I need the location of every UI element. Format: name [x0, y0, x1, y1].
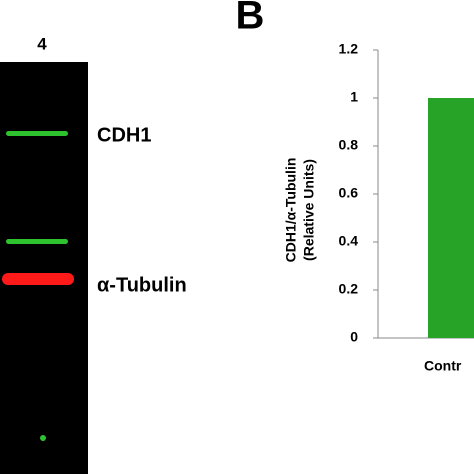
- x-tick-label: Contr: [424, 358, 462, 374]
- band-label: α-Tubulin: [97, 274, 187, 296]
- y-tick-label: 0.8: [339, 137, 359, 153]
- lane-label: 4: [37, 34, 47, 53]
- y-axis-title: CDH1/α-Tubulin: [283, 158, 299, 263]
- y-tick-label: 0.6: [339, 185, 359, 201]
- spot: [40, 435, 46, 441]
- blot: [0, 62, 88, 474]
- y-tick-label: 1.2: [339, 41, 359, 57]
- bar: [428, 98, 474, 338]
- y-tick-label: 1: [350, 89, 358, 105]
- panel-label: B: [236, 0, 265, 38]
- y-axis-title: (Relative Units): [301, 159, 317, 261]
- band: [6, 131, 68, 136]
- y-tick-label: 0.4: [339, 233, 359, 249]
- band: [6, 239, 68, 244]
- y-tick-label: 0.2: [339, 281, 359, 297]
- band-label: CDH1: [97, 124, 151, 146]
- band: [2, 273, 74, 285]
- y-tick-label: 0: [350, 329, 358, 345]
